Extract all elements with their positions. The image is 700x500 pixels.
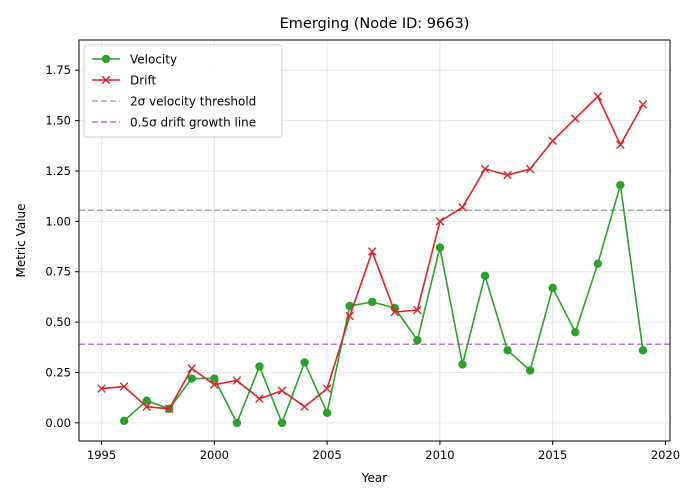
legend-label: Drift	[130, 74, 157, 88]
x-tick-label: 2010	[425, 448, 454, 462]
y-axis-label: Metric Value	[14, 203, 28, 277]
data-point	[525, 366, 535, 375]
data-point	[187, 364, 197, 373]
chart-title: Emerging (Node ID: 9663)	[280, 16, 470, 32]
data-point	[255, 394, 264, 403]
data-point	[525, 164, 535, 174]
legend-entry: 2σ velocity threshold	[92, 95, 256, 109]
legend-entry: Velocity	[92, 53, 177, 67]
x-tick-label: 1995	[87, 448, 116, 462]
y-tick-label: 0.00	[45, 416, 71, 430]
data-point	[435, 217, 445, 226]
data-point	[210, 380, 219, 389]
data-point	[322, 384, 332, 393]
data-point	[119, 382, 129, 391]
data-point	[571, 327, 580, 337]
data-point	[413, 336, 422, 345]
data-point	[368, 297, 377, 307]
data-point	[480, 271, 490, 280]
y-tick-label: 1.50	[45, 114, 71, 128]
series-group	[97, 92, 648, 414]
data-point	[101, 75, 111, 85]
series	[97, 92, 648, 428]
legend-label: 2σ velocity threshold	[130, 95, 256, 109]
data-point	[548, 283, 557, 293]
data-point	[345, 311, 354, 321]
y-tick-label: 0.50	[45, 315, 71, 329]
data-point	[119, 416, 129, 426]
data-point	[232, 376, 242, 385]
data-point	[390, 307, 400, 317]
data-point	[458, 360, 467, 369]
data-point	[255, 362, 264, 371]
x-tick-label: 2020	[651, 448, 680, 462]
y-tick-label: 0.25	[45, 365, 71, 379]
data-point	[593, 92, 603, 101]
data-point	[548, 136, 557, 146]
legend: Velocity Drift 2σ velocity threshold 0.5σ d…	[83, 44, 283, 138]
data-point	[593, 259, 603, 268]
data-point	[638, 100, 648, 109]
data-point	[142, 402, 151, 412]
data-point	[570, 114, 580, 123]
data-point	[480, 164, 490, 174]
x-tick-label: 2015	[538, 448, 567, 462]
axes: 1995 2000 2005 2010 2015 2020 0.00 0.25 0.50 0.75…	[45, 63, 680, 462]
data-point	[300, 402, 309, 412]
data-point	[277, 386, 287, 395]
data-point	[232, 418, 242, 428]
data-point	[638, 346, 648, 355]
x-axis-label: Year	[361, 471, 387, 485]
data-point	[101, 54, 111, 64]
data-point	[97, 384, 106, 393]
data-point	[503, 170, 512, 180]
data-point	[164, 404, 174, 414]
data-point	[458, 202, 467, 212]
data-point	[367, 247, 377, 256]
data-point	[616, 140, 625, 150]
legend-box	[83, 44, 283, 138]
y-tick-label: 1.00	[45, 214, 71, 228]
data-point	[142, 396, 151, 405]
plot-area-frame	[78, 39, 671, 442]
grid	[79, 40, 670, 441]
legend-label: Velocity	[130, 53, 177, 67]
data-point	[435, 243, 445, 252]
data-point	[300, 358, 309, 367]
data-point	[413, 305, 422, 315]
y-tick-label: 1.75	[45, 63, 71, 77]
x-tick-label: 2005	[312, 448, 341, 462]
legend-entry: 0.5σ drift growth line	[92, 116, 256, 130]
data-point	[616, 180, 625, 190]
legend-entry: Drift	[92, 74, 157, 88]
data-point	[503, 346, 512, 355]
data-point	[277, 418, 287, 428]
y-tick-label: 0.75	[45, 265, 71, 279]
legend-label: 0.5σ drift growth line	[130, 116, 256, 130]
data-point	[210, 374, 219, 383]
x-tick-label: 2000	[200, 448, 229, 462]
data-point	[322, 408, 332, 417]
data-point	[187, 374, 196, 383]
y-tick-label: 1.25	[45, 164, 71, 178]
